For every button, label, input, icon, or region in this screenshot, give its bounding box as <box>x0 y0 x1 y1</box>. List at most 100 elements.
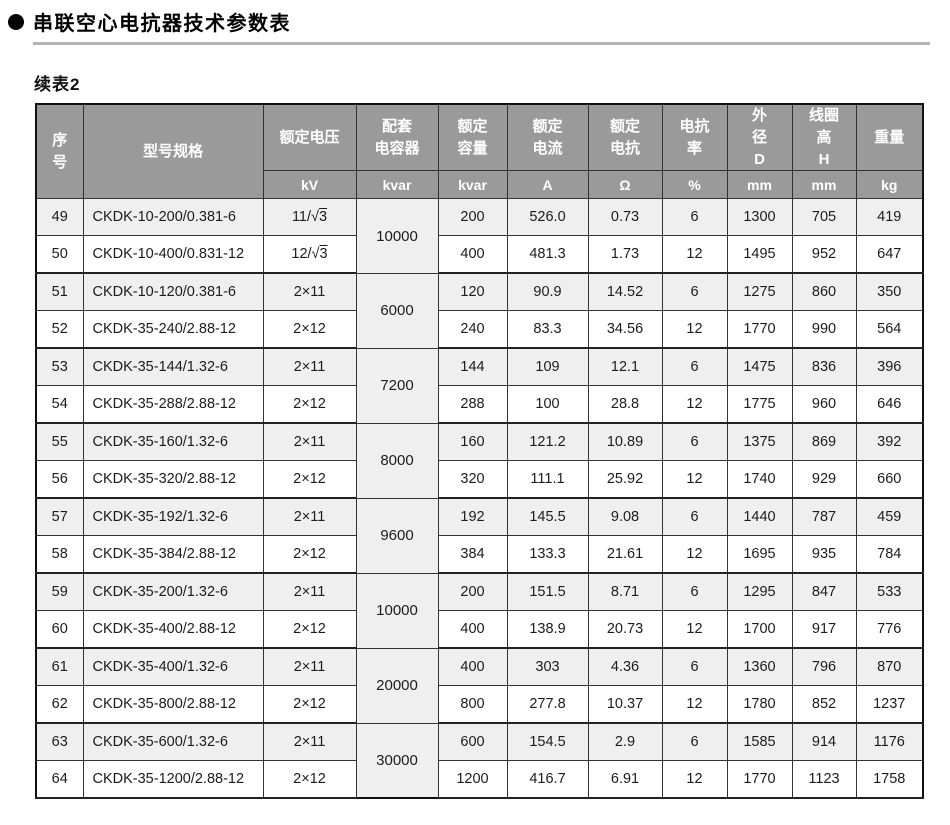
cell-voltage: 2×12 <box>262 385 357 425</box>
cell-capacitor: 6000 <box>355 272 439 349</box>
cell-weight: 350 <box>855 272 924 312</box>
cell-diameter: 1700 <box>726 610 793 650</box>
table-row: 62 CKDK-35-800/2.88-12 2×12 800 277.8 10.37 12… <box>35 685 924 725</box>
table-row: 56 CKDK-35-320/2.88-12 2×12 320 111.1 25.92 12… <box>35 460 924 500</box>
cell-capacitor: 7200 <box>355 347 439 424</box>
cell-weight: 784 <box>855 535 924 575</box>
cell-coil_height: 836 <box>791 347 857 387</box>
column-header-seq: 序号 <box>35 103 84 200</box>
page-header: 串联空心电抗器技术参数表 <box>0 0 950 36</box>
column-header-current: 额定 电流 <box>506 103 589 172</box>
cell-rate: 6 <box>661 272 728 312</box>
table-row: 61 CKDK-35-400/1.32-6 2×11 20000 400 303 4.36 6… <box>35 647 924 724</box>
cell-seq: 63 <box>35 722 84 762</box>
cell-capacity: 240 <box>437 310 508 350</box>
cell-weight: 870 <box>855 647 924 687</box>
table-row: 51 CKDK-10-120/0.381-6 2×11 6000 120 90.9 14.5… <box>35 272 924 349</box>
cell-weight: 776 <box>855 610 924 650</box>
cell-weight: 647 <box>855 235 924 275</box>
cell-diameter: 1440 <box>726 497 793 537</box>
spec-table-body: 49 CKDK-10-200/0.381-6 11/√3 10000 200 526.0 0… <box>35 198 924 800</box>
cell-weight: 1758 <box>855 760 924 800</box>
cell-coil_height: 847 <box>791 572 857 612</box>
column-header-capacity: 额定 容量 <box>437 103 508 172</box>
page-title: 串联空心电抗器技术参数表 <box>33 13 291 35</box>
column-header-model: 型号规格 <box>82 103 264 200</box>
cell-rate: 12 <box>661 310 728 350</box>
unit-header-current: A <box>506 170 589 200</box>
cell-diameter: 1775 <box>726 385 793 425</box>
cell-capacity: 400 <box>437 647 508 687</box>
cell-capacity: 1200 <box>437 760 508 800</box>
cell-voltage: 2×11 <box>262 272 357 312</box>
cell-current: 526.0 <box>506 198 589 237</box>
cell-coil_height: 860 <box>791 272 857 312</box>
cell-capacity: 400 <box>437 235 508 275</box>
cell-rate: 6 <box>661 572 728 612</box>
cell-capacity: 192 <box>437 497 508 537</box>
cell-capacity: 800 <box>437 685 508 725</box>
cell-reactance: 10.89 <box>587 422 663 462</box>
cell-model: CKDK-35-200/1.32-6 <box>82 572 264 612</box>
cell-diameter: 1495 <box>726 235 793 275</box>
cell-voltage: 2×12 <box>262 310 357 350</box>
column-header-reactance: 额定 电抗 <box>587 103 663 172</box>
column-header-voltage: 额定电压 <box>262 103 357 172</box>
cell-seq: 60 <box>35 610 84 650</box>
cell-seq: 57 <box>35 497 84 537</box>
cell-model: CKDK-35-320/2.88-12 <box>82 460 264 500</box>
cell-diameter: 1275 <box>726 272 793 312</box>
table-row: 59 CKDK-35-200/1.32-6 2×11 10000 200 151.5 8.7… <box>35 572 924 649</box>
cell-diameter: 1360 <box>726 647 793 687</box>
table-row: 52 CKDK-35-240/2.88-12 2×12 240 83.3 34.56 12 1… <box>35 310 924 350</box>
cell-rate: 12 <box>661 235 728 275</box>
table-row: 60 CKDK-35-400/2.88-12 2×12 400 138.9 20.73 12… <box>35 610 924 650</box>
unit-header-diameter: mm <box>726 170 793 200</box>
cell-capacity: 120 <box>437 272 508 312</box>
cell-weight: 1237 <box>855 685 924 725</box>
cell-current: 109 <box>506 347 589 387</box>
cell-rate: 12 <box>661 760 728 800</box>
cell-model: CKDK-35-400/1.32-6 <box>82 647 264 687</box>
column-header-coil_height: 线圈高 H <box>791 103 857 172</box>
cell-capacity: 320 <box>437 460 508 500</box>
cell-current: 151.5 <box>506 572 589 612</box>
cell-capacity: 400 <box>437 610 508 650</box>
cell-voltage: 2×12 <box>262 685 357 725</box>
cell-model: CKDK-35-600/1.32-6 <box>82 722 264 762</box>
cell-model: CKDK-35-400/2.88-12 <box>82 610 264 650</box>
cell-capacitor: 8000 <box>355 422 439 499</box>
cell-rate: 6 <box>661 347 728 387</box>
cell-voltage: 2×11 <box>262 422 357 462</box>
cell-reactance: 8.71 <box>587 572 663 612</box>
cell-diameter: 1770 <box>726 310 793 350</box>
cell-current: 416.7 <box>506 760 589 800</box>
cell-model: CKDK-10-400/0.831-12 <box>82 235 264 275</box>
cell-seq: 61 <box>35 647 84 687</box>
cell-rate: 6 <box>661 422 728 462</box>
cell-voltage: 2×12 <box>262 610 357 650</box>
cell-weight: 660 <box>855 460 924 500</box>
unit-header-capacitor: kvar <box>355 170 439 200</box>
unit-header-rate: % <box>661 170 728 200</box>
table-row: 57 CKDK-35-192/1.32-6 2×11 9600 192 145.5 9.08… <box>35 497 924 574</box>
cell-capacity: 384 <box>437 535 508 575</box>
cell-model: CKDK-10-120/0.381-6 <box>82 272 264 312</box>
cell-capacity: 160 <box>437 422 508 462</box>
cell-reactance: 4.36 <box>587 647 663 687</box>
cell-diameter: 1375 <box>726 422 793 462</box>
cell-model: CKDK-35-1200/2.88-12 <box>82 760 264 800</box>
sqrt-radicand: 3 <box>318 209 328 226</box>
cell-rate: 6 <box>661 198 728 237</box>
cell-model: CKDK-35-800/2.88-12 <box>82 685 264 725</box>
cell-rate: 12 <box>661 685 728 725</box>
cell-reactance: 28.8 <box>587 385 663 425</box>
cell-weight: 533 <box>855 572 924 612</box>
cell-reactance: 1.73 <box>587 235 663 275</box>
cell-diameter: 1585 <box>726 722 793 762</box>
cell-current: 121.2 <box>506 422 589 462</box>
table-row: 53 CKDK-35-144/1.32-6 2×11 7200 144 109 12.1 6 1… <box>35 347 924 424</box>
cell-current: 145.5 <box>506 497 589 537</box>
cell-voltage: 2×12 <box>262 535 357 575</box>
cell-weight: 392 <box>855 422 924 462</box>
